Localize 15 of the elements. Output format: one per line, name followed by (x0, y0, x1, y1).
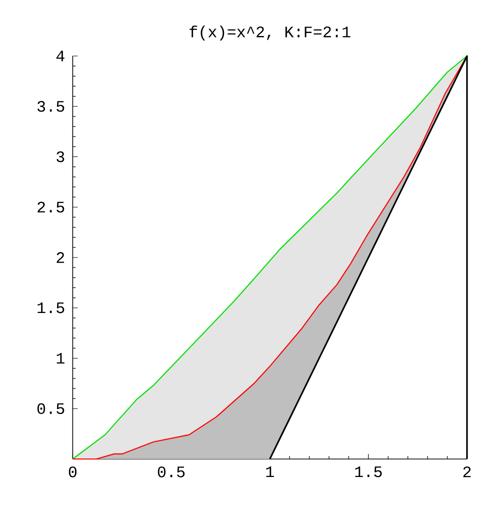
y-tick-label: 1.5 (38, 302, 64, 314)
y-tick-label: 3.5 (37, 100, 64, 112)
y-tick-label: 4 (56, 50, 64, 62)
x-tick-label: 2 (463, 466, 471, 478)
y-tick-label: 2.5 (38, 202, 64, 213)
chart-title: f(x)=x^2, K:F=2:1 (190, 26, 350, 40)
y-tick-label: 2 (56, 252, 64, 263)
x-tick-label: 0 (68, 466, 76, 478)
x-tick-label: 0.5 (158, 466, 185, 478)
line-series (72, 55, 468, 460)
y-tick-label: 1 (56, 353, 64, 364)
y-tick-label: 3 (56, 151, 64, 162)
y-tick-label: 0.5 (37, 403, 64, 414)
x-tick-label: 1 (266, 466, 274, 478)
x-tick-label: 1.5 (355, 466, 382, 478)
